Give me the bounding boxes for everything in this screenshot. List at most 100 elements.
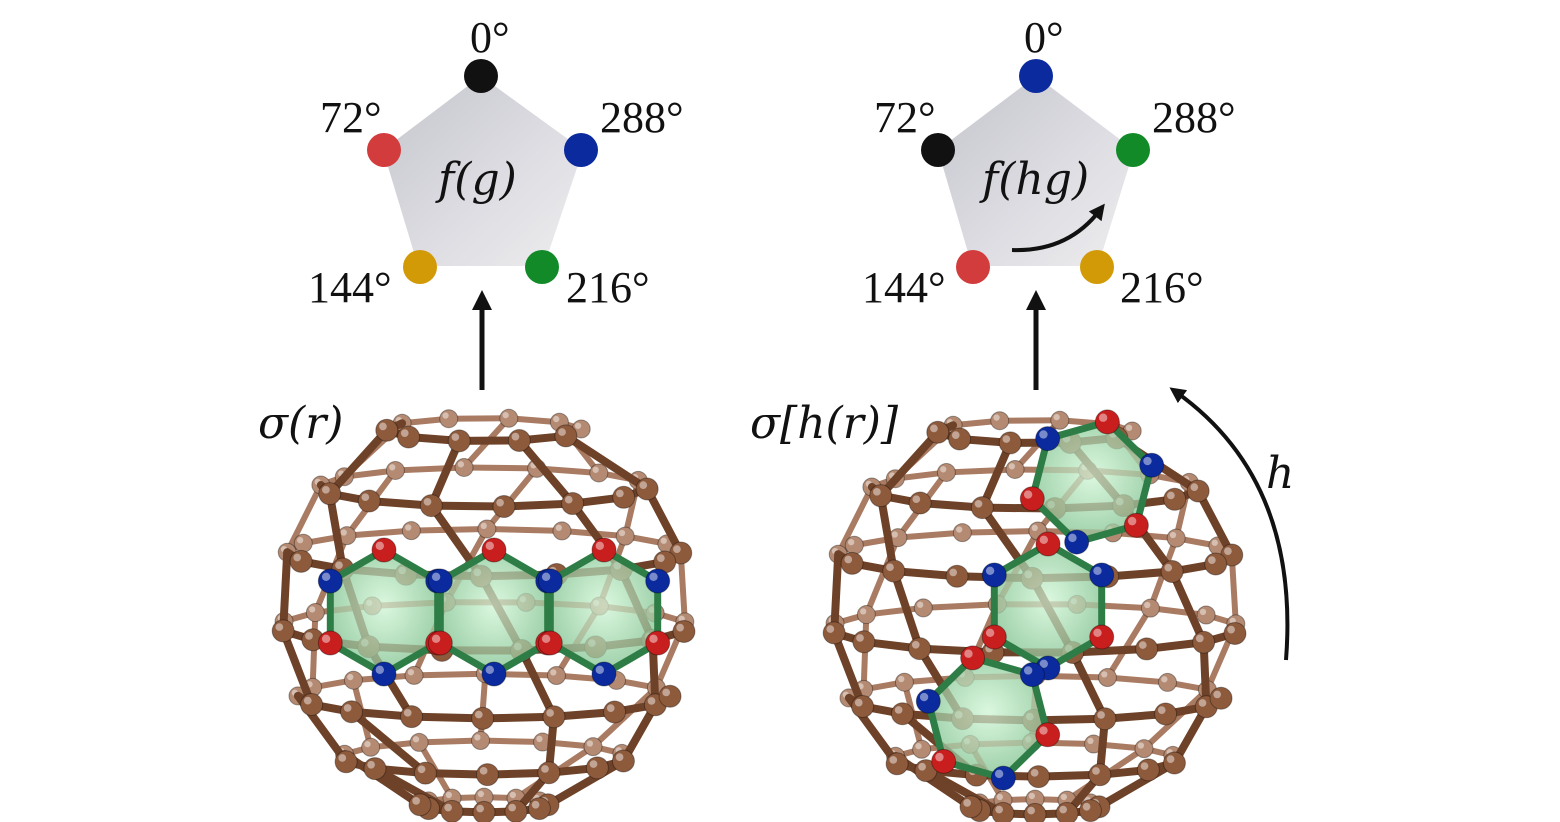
blue-atom [427,568,453,594]
bond [1228,551,1239,627]
atom-highlight [364,740,371,748]
atom-highlight [1039,430,1048,439]
atom-highlight [618,529,626,537]
bond [830,550,843,637]
atom-highlight [1068,533,1077,543]
atom-highlight [649,634,658,643]
atom-highlight [309,606,316,613]
atom-highlight [844,555,853,564]
blue-atom [371,661,397,687]
atom-highlight [423,497,432,506]
bond [677,549,688,625]
atom-highlight [275,623,284,631]
atom-highlight [1008,463,1016,470]
atom-highlight [403,708,412,717]
atom-highlight [912,495,921,504]
carbon-atom [1204,552,1228,576]
atom-highlight [995,805,1003,814]
red-atom [317,630,343,656]
bond [343,527,415,539]
angle-label-288-right: 288° [1152,93,1236,142]
carbon-atom [447,429,471,453]
carbon-atom [936,462,956,482]
carbon-atom [375,418,399,442]
atom-highlight [1031,524,1038,531]
atom-highlight [662,688,671,697]
bond [483,465,540,532]
atom-highlight [496,498,504,507]
atom-highlight [595,541,604,550]
carbon-atom [1154,702,1178,726]
atom-highlight [1213,690,1222,699]
atom-highlight [555,524,562,531]
atom-highlight [335,561,343,570]
carbon-atom [1055,801,1079,822]
bond [1168,567,1208,647]
atom-highlight [994,769,1004,779]
atom-highlight [615,753,624,761]
atom-highlight [854,698,863,707]
atom-highlight [417,765,426,774]
carbon-atom [913,598,933,618]
atom-highlight [1208,556,1216,564]
carbon-atom [361,737,381,757]
atom-highlight [956,526,963,533]
atom-highlight [595,665,604,674]
atom-highlight [951,431,960,439]
angle-label-72-right: 72° [874,93,936,142]
carbon-atom [948,427,972,451]
atom-highlight [322,485,330,494]
atom-highlight [574,422,582,429]
atom-highlight [343,704,352,712]
atom-highlight [856,634,864,642]
carbon-atom [499,408,519,428]
atom-highlight [431,634,441,643]
carbon-atom [1223,621,1247,645]
atom-highlight [444,803,452,812]
carbon-atom [1163,487,1187,511]
blue-atom [1139,452,1165,478]
bond [284,481,324,556]
bond [477,670,489,744]
atom-highlight [509,791,517,799]
atom-highlight [367,760,375,769]
atom-highlight [1224,547,1232,555]
atom-highlight [1199,608,1207,616]
pentagon-left-label: f(g) [435,154,517,205]
carbon-atom [318,482,342,506]
red-atom [645,630,671,656]
atom-highlight [1101,671,1108,678]
blue-atom [1035,426,1061,452]
bond [407,712,487,723]
atom-highlight [1093,566,1102,575]
carbon-atom [472,800,496,822]
atom-highlight [474,710,483,719]
carbon-atom [1140,598,1160,618]
bond [920,601,1001,611]
atom-highlight [321,634,331,643]
atom-highlight [485,665,494,674]
atom-highlight [405,524,412,531]
vertex-dot-288 [564,133,598,167]
angle-label-216-right: 216° [1120,263,1204,312]
atom-highlight [1198,699,1207,707]
group-function-label-right: f(hg) [979,154,1089,205]
carbon-atom [300,692,324,716]
carbon-atom [334,750,358,774]
carbon-atom [454,457,474,477]
atom-highlight [847,538,855,546]
vertex-dot-0 [464,59,498,93]
blue-atom [645,568,671,594]
atom-highlight [1211,539,1218,546]
red-atom [1089,624,1115,650]
atom-highlight [508,803,517,812]
red-atom [427,630,453,656]
atom-highlight [457,461,465,468]
carbon-atom [869,484,893,508]
carbon-atom [1050,410,1070,430]
carbon-atom [419,494,443,518]
carbon-atom [1097,668,1117,688]
atom-highlight [1030,768,1039,777]
atom-highlight [860,608,867,615]
atom-highlight [474,734,481,741]
